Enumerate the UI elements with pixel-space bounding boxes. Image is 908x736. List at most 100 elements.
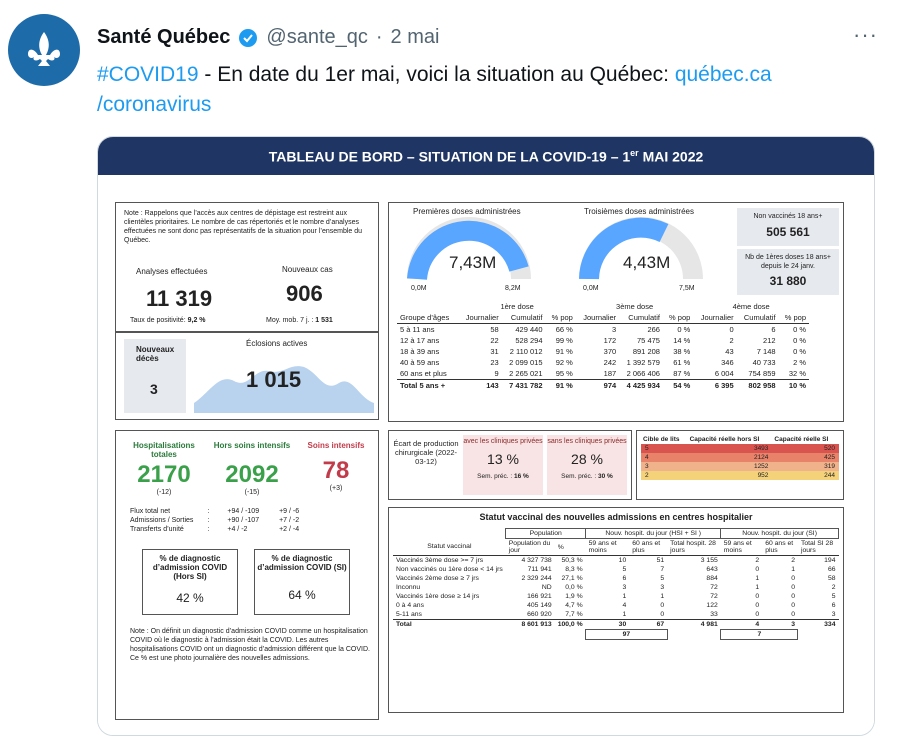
vacc-col-header: Journalier (700, 313, 734, 322)
statut-cell: 5 (831, 593, 836, 600)
statut-cell: 2 (831, 584, 836, 591)
note2-text: Note : On définit un diagnostic d’admiss… (130, 628, 370, 662)
statut-cell: Vaccinés 1ère dose ≥ 14 jrs (396, 593, 480, 600)
statut-col-header: 60 ans et plus (765, 540, 794, 554)
statut-row: Vaccinés 3ème dose >= 7 jrs 4 327 738 50,3… (393, 556, 839, 566)
vacc-cell: 370 (603, 347, 617, 356)
unvaccinated-box: Non vaccinés 18 ans+ 505 561 (737, 208, 839, 246)
vacc-cell: 242 (603, 358, 617, 367)
beds-table: Cible de lits Capacité réelle hors SI Capa… (641, 435, 839, 480)
statut-cell: 72 (710, 593, 718, 600)
statut-cell: 0 à 4 ans (396, 602, 424, 609)
pct-si-value: 64 % (288, 588, 316, 602)
vacc-cell: 754 859 (748, 369, 776, 378)
statut-cell: 3 (660, 584, 665, 591)
vacc-col-header: Journalier (583, 313, 617, 322)
statut-cell: Inconnu (396, 584, 421, 591)
vacc-cell: 18 à 39 ans (400, 347, 440, 356)
deaths-label: Nouveaux décès (136, 345, 175, 363)
vacc-cell: 92 % (555, 358, 573, 367)
tweet-date[interactable]: 2 mai (390, 26, 440, 48)
vacc-cell: 32 % (788, 369, 806, 378)
hosp-value: 2170 (137, 461, 191, 488)
statut-cell: 1 (791, 566, 795, 573)
statut-row: Vaccinés 1ère dose ≥ 14 jrs 166 921 1,9 % 1… (393, 592, 839, 601)
avatar[interactable] (8, 14, 80, 86)
statut-cell: 1 (622, 611, 627, 618)
vacc-cell: 14 % (673, 336, 691, 345)
statut-cell: 0 (660, 602, 665, 609)
statut-table-body: Vaccinés 3ème dose >= 7 jrs 4 327 738 50,3… (393, 556, 839, 630)
statut-cell: 10 (618, 557, 627, 564)
vacc-cell: 4 425 934 (619, 379, 663, 391)
sans-value: 28 % (571, 451, 603, 467)
statut-cell: 2 (755, 557, 760, 564)
group-dose1: 1ère dose (500, 302, 534, 311)
statut-cell: Vaccinés 3ème dose >= 7 jrs (396, 557, 484, 564)
analyses-label: Analyses effectuées (136, 267, 208, 276)
deaths-panel: Nouveaux décès 3 Éclosions actives 1 015 (115, 332, 379, 420)
statut-cell: 50,3 % (561, 557, 583, 564)
beds-cell: 319 (824, 463, 835, 470)
statut-cell: 30 (585, 619, 630, 630)
statut-cell: 4 327 738 (521, 557, 552, 564)
vacc-cell: 7 148 (756, 347, 776, 356)
tweet-media-card[interactable]: TABLEAU DE BORD – SITUATION DE LA COVID-… (97, 136, 875, 736)
hashtag-link[interactable]: #COVID19 (97, 63, 199, 86)
statut-cell: 1 (660, 593, 665, 600)
statut-col-header: 59 ans et moins (723, 540, 752, 554)
vaccination-panel: Premières doses administrées 7,43M 0,0M … (388, 202, 844, 422)
vacc-cell: 0 % (793, 325, 806, 334)
flux-table: Flux total net: +94 / -109 +9 / -6 Admissio… (130, 507, 319, 534)
statut-row: Total 8 601 913 100,0 % 30 67 4 981 4 3 334 (393, 619, 839, 630)
statut-panel: Statut vaccinal des nouvelles admissions… (388, 507, 844, 713)
statut-cell: Non vaccinés ou 1ère dose < 14 jrs (396, 566, 503, 573)
vacc-col-header: % pop (551, 313, 573, 322)
dose3-label: Troisièmes doses administrées (584, 207, 694, 216)
statut-cell: 660 920 (527, 611, 552, 618)
statut-cell: 8,3 % (565, 566, 583, 573)
statut-cell: 66 (827, 566, 836, 573)
statut-subtotal-hsi: 97 (585, 629, 668, 640)
vacc-cell: 66 % (555, 325, 573, 334)
avec-box: avec les cliniques privées 13 % Sem. pré… (463, 435, 543, 495)
statut-cell: 166 921 (527, 593, 552, 600)
statut-col-header: Total hospit. 28 jours (670, 540, 716, 554)
eclosions-label: Éclosions actives (246, 339, 308, 348)
author-name[interactable]: Santé Québec (97, 26, 231, 48)
vacc-cell: 10 % (778, 379, 809, 391)
flux-cell: +7 / -2 (279, 517, 300, 524)
dashboard-body: Note : Rappelons que l’accès aux centres… (98, 175, 874, 735)
statut-cell: 0 (755, 602, 760, 609)
statut-cell: 711 941 (527, 566, 552, 573)
vacc-cell: 187 (603, 369, 617, 378)
deaths-value: 3 (150, 381, 158, 397)
beds-cell: 520 (824, 445, 835, 452)
statut-row: Vaccinés 2ème dose ≥ 7 jrs 2 329 244 27,1 … (393, 574, 839, 583)
statut-cell: 72 (710, 584, 718, 591)
statut-cell: 5-11 ans (396, 611, 422, 618)
unvaccinated-value: 505 561 (766, 225, 810, 239)
more-options-icon[interactable]: ··· (853, 22, 878, 47)
hors-delta: (-15) (244, 489, 260, 496)
statut-col-header: 60 ans et plus (632, 540, 661, 554)
url-link[interactable]: québec.ca /coronavirus (97, 63, 772, 116)
hosp-delta: (-12) (156, 489, 172, 496)
statut-cell: 58 (827, 575, 836, 582)
statut-cell: 0 (791, 575, 795, 582)
statut-title: Statut vaccinal des nouvelles admissions… (479, 512, 753, 522)
vacc-cell: 2 265 021 (509, 369, 543, 378)
flux-row: Flux total net: +94 / -109 +9 / -6 (130, 507, 319, 516)
flux-cell: +90 / -107 (227, 517, 260, 524)
statut-row: 5-11 ans 660 920 7,7 % 1 0 33 0 0 3 (393, 610, 839, 620)
beds-col-header: Capacité réelle SI (774, 436, 829, 443)
statut-cell: 8 601 913 (505, 619, 555, 630)
statut-cell: 1 (755, 584, 760, 591)
flux-cell: : (207, 508, 210, 515)
statut-cell: 1 (622, 593, 627, 600)
vacc-row: 40 à 59 ans 23 2 099 015 92 % 242 1 392 579 61… (397, 357, 809, 368)
statut-cell: 884 (706, 575, 718, 582)
author-handle[interactable]: @sante_qc (266, 26, 368, 48)
statut-col-header: Population du jour (508, 540, 551, 554)
note-text: Note : Rappelons que l’accès aux centres… (124, 210, 363, 244)
